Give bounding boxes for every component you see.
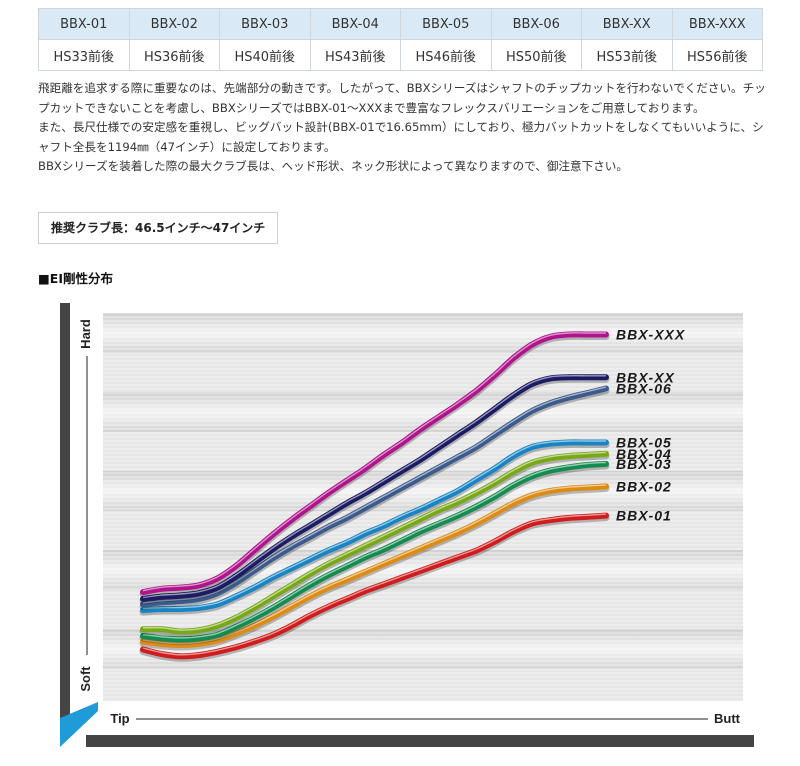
spec-header-cell: BBX-05 xyxy=(400,8,492,40)
description-paragraph: また、長尺仕様での安定感を重視し、ビッグバット設計(BBX-01で16.65mm… xyxy=(38,120,764,154)
section-title: ■EI剛性分布 xyxy=(38,271,114,286)
spec-value-cell: HS56前後 xyxy=(671,39,763,71)
spec-header-row: BBX-01 BBX-02 BBX-03 BBX-04 BBX-05 BBX-0… xyxy=(38,8,763,40)
series-bbx-xx xyxy=(139,374,610,605)
series-line xyxy=(140,450,609,635)
y-label-soft: Soft xyxy=(78,666,93,692)
series-line xyxy=(140,460,609,643)
spec-header-cell: BBX-04 xyxy=(309,8,401,40)
description-paragraph: 飛距離を追求する際に重要なのは、先端部分の動きです。したがって、BBXシリーズは… xyxy=(38,81,766,115)
spec-header-cell: BBX-06 xyxy=(490,8,582,40)
series-highlight xyxy=(142,375,606,599)
series-bbx-03 xyxy=(139,460,610,645)
series-bbx-xxx xyxy=(139,331,610,598)
series-bbx-06 xyxy=(139,385,610,610)
spec-value-cell: HS40前後 xyxy=(219,39,311,71)
y-label-hard: Hard xyxy=(78,319,93,349)
series-label-bbx-01: BBX-01 xyxy=(616,508,672,524)
y-axis-bar xyxy=(60,303,70,718)
description-text: 飛距離を追求する際に重要なのは、先端部分の動きです。したがって、BBXシリーズは… xyxy=(38,79,766,177)
spec-value-cell: HS33前後 xyxy=(38,39,130,71)
spec-value-cell: HS50前後 xyxy=(490,39,582,71)
series-highlight xyxy=(142,386,607,604)
series-highlight xyxy=(142,451,607,631)
series-highlight xyxy=(142,461,607,639)
series-line xyxy=(140,483,609,648)
spec-header-cell: BBX-01 xyxy=(38,8,130,40)
spec-value-cell: HS53前後 xyxy=(581,39,673,71)
series-label-bbx-04: BBX-04 xyxy=(616,446,672,462)
spec-header-cell: BBX-XX xyxy=(581,8,673,40)
series-label-bbx-05: BBX-05 xyxy=(616,435,672,451)
spec-value-row: HS33前後 HS36前後 HS40前後 HS43前後 HS46前後 HS50前… xyxy=(38,39,763,71)
x-axis-bar xyxy=(86,735,754,747)
series-bbx-05 xyxy=(139,439,610,616)
spec-value-cell: HS46前後 xyxy=(400,39,492,71)
series-label-bbx-02: BBX-02 xyxy=(616,478,672,494)
series-line xyxy=(140,331,609,596)
spec-value-cell: HS36前後 xyxy=(128,39,220,71)
series-line xyxy=(140,374,609,602)
series-line xyxy=(140,439,609,614)
series-highlight xyxy=(142,513,607,656)
series-line xyxy=(140,512,609,660)
series-highlight xyxy=(142,484,607,645)
series-bbx-02 xyxy=(139,483,610,651)
spec-header-cell: BBX-XXX xyxy=(671,8,763,40)
series-highlight xyxy=(142,440,606,610)
series-bbx-04 xyxy=(139,450,610,638)
series-label-bbx-06: BBX-06 xyxy=(616,381,672,397)
series-bbx-01 xyxy=(139,512,610,662)
series-highlight xyxy=(142,332,606,592)
spec-value-cell: HS43前後 xyxy=(309,39,401,71)
series-label-bbx-xx: BBX-XX xyxy=(616,369,676,385)
x-label-tip: Tip xyxy=(110,711,129,726)
flex-spec-table: BBX-01 BBX-02 BBX-03 BBX-04 BBX-05 BBX-0… xyxy=(38,8,763,71)
description-paragraph: BBXシリーズを装着した際の最大クラブ長は、ヘッド形状、ネック形状によって異なり… xyxy=(38,159,628,173)
x-label-butt: Butt xyxy=(714,711,741,726)
series-label-bbx-03: BBX-03 xyxy=(616,456,672,472)
recommended-club-length: 推奨クラブ長：46.5インチ〜47インチ xyxy=(38,212,279,244)
series-label-bbx-xxx: BBX-XXX xyxy=(616,327,686,343)
axis-corner-accent xyxy=(60,702,98,747)
series-line xyxy=(140,385,609,608)
